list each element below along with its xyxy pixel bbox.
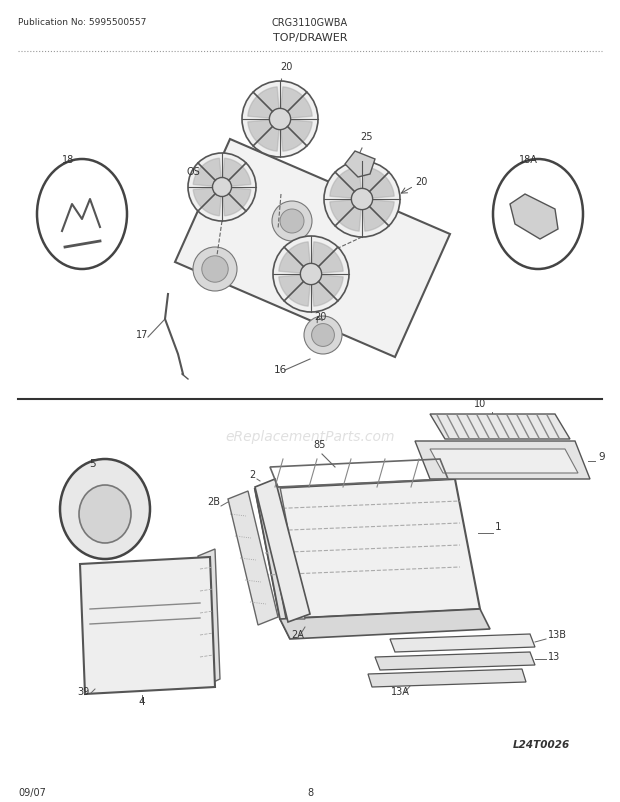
Polygon shape (193, 188, 222, 217)
Text: 20: 20 (314, 312, 326, 322)
Polygon shape (222, 159, 251, 188)
Circle shape (324, 162, 400, 237)
Circle shape (269, 109, 291, 131)
Text: 1: 1 (495, 521, 502, 532)
Circle shape (300, 264, 322, 286)
Text: 09/07: 09/07 (18, 787, 46, 797)
Circle shape (202, 257, 228, 283)
Polygon shape (248, 119, 280, 152)
Text: eReplacementParts.com: eReplacementParts.com (225, 429, 395, 444)
Polygon shape (175, 140, 450, 358)
Circle shape (193, 248, 237, 292)
Text: 4: 4 (139, 696, 145, 706)
Text: 18: 18 (62, 155, 74, 164)
Text: Publication No: 5995500557: Publication No: 5995500557 (18, 18, 146, 27)
Polygon shape (198, 549, 220, 687)
Polygon shape (255, 489, 290, 639)
Text: L24T0026: L24T0026 (513, 739, 570, 749)
Polygon shape (255, 480, 310, 622)
Polygon shape (375, 652, 535, 670)
Polygon shape (280, 119, 312, 152)
Circle shape (297, 277, 323, 303)
Circle shape (312, 324, 334, 347)
Text: 13: 13 (548, 651, 560, 661)
Circle shape (288, 268, 332, 312)
Polygon shape (368, 669, 526, 687)
Text: 10: 10 (474, 399, 486, 408)
Circle shape (188, 154, 256, 221)
Text: 13B: 13B (548, 630, 567, 639)
Text: 85: 85 (314, 439, 326, 449)
Ellipse shape (60, 460, 150, 559)
Polygon shape (193, 159, 222, 188)
Polygon shape (362, 200, 394, 232)
Text: 2B: 2B (207, 496, 220, 506)
Text: 2A: 2A (291, 630, 304, 639)
Circle shape (272, 202, 312, 241)
Polygon shape (80, 557, 215, 695)
Circle shape (352, 189, 373, 210)
Text: 16: 16 (273, 365, 286, 375)
Polygon shape (222, 188, 251, 217)
Polygon shape (330, 168, 362, 200)
Text: CRG3110GWBA: CRG3110GWBA (272, 18, 348, 28)
Polygon shape (270, 488, 305, 619)
Text: 17: 17 (136, 330, 148, 339)
Text: OS: OS (186, 167, 200, 176)
Polygon shape (280, 87, 312, 119)
Text: 8: 8 (307, 787, 313, 797)
Polygon shape (255, 480, 480, 619)
Circle shape (242, 82, 318, 158)
Text: 18A: 18A (518, 155, 538, 164)
Text: 20: 20 (415, 176, 427, 187)
Polygon shape (430, 449, 578, 473)
Polygon shape (248, 87, 280, 119)
Circle shape (213, 178, 231, 197)
Polygon shape (390, 634, 535, 652)
Polygon shape (362, 168, 394, 200)
Text: 13A: 13A (391, 687, 409, 696)
Polygon shape (330, 200, 362, 232)
Text: 9: 9 (598, 452, 604, 461)
Polygon shape (311, 274, 343, 307)
Polygon shape (279, 274, 311, 307)
Polygon shape (228, 492, 278, 626)
Circle shape (280, 210, 304, 233)
Text: 2: 2 (249, 469, 255, 480)
Polygon shape (430, 415, 570, 439)
Text: 5: 5 (90, 459, 96, 468)
Circle shape (273, 237, 349, 313)
Circle shape (304, 317, 342, 354)
Text: 39: 39 (78, 687, 90, 696)
Polygon shape (311, 242, 343, 274)
Ellipse shape (79, 485, 131, 543)
Polygon shape (510, 195, 558, 240)
Polygon shape (280, 610, 490, 639)
Text: 20: 20 (280, 62, 292, 72)
Text: 25: 25 (360, 132, 373, 142)
Polygon shape (415, 441, 590, 480)
Text: TOP/DRAWER: TOP/DRAWER (273, 33, 347, 43)
Polygon shape (279, 242, 311, 274)
Polygon shape (345, 152, 375, 178)
